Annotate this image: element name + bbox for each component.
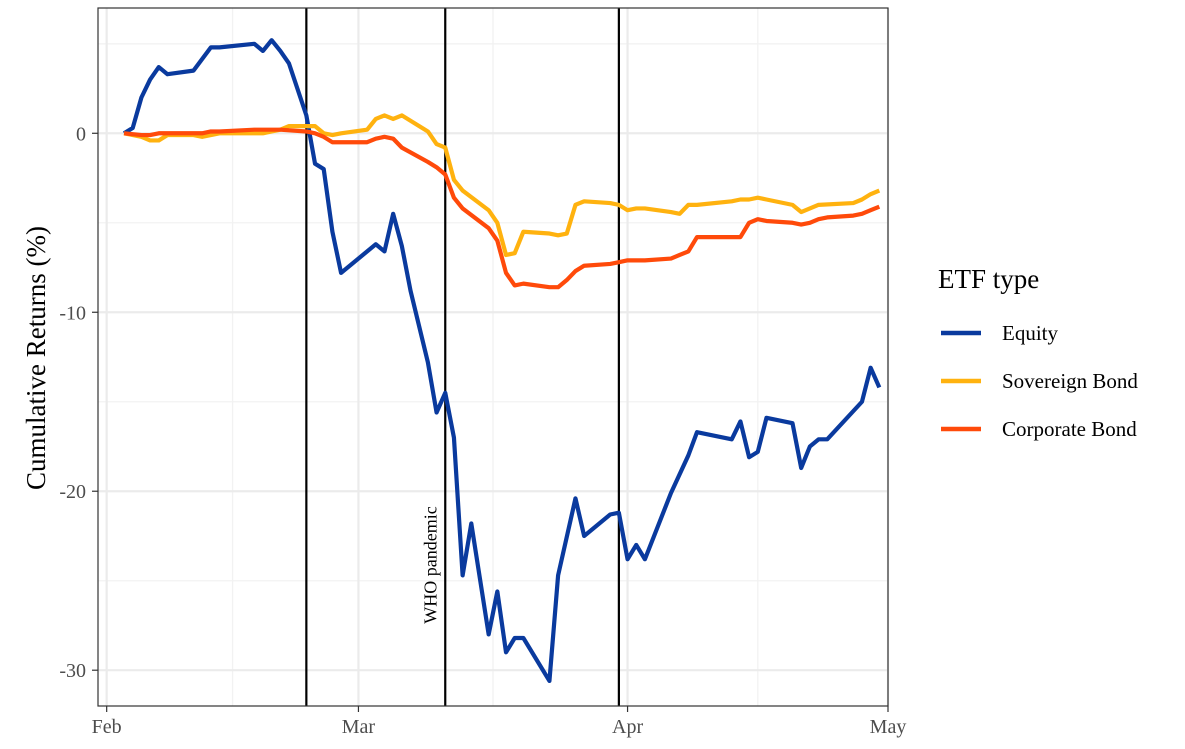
legend-items: Equity Sovereign Bond Corporate Bond xyxy=(941,321,1138,441)
grid-minor xyxy=(98,8,888,706)
legend-label: Equity xyxy=(1002,321,1058,345)
who-pandemic-annotation: WHO pandemic xyxy=(420,506,440,623)
x-axis: Feb Mar Apr May xyxy=(92,706,907,738)
annotations: WHO pandemic xyxy=(420,506,440,623)
x-tick-label: May xyxy=(870,716,907,738)
series-lines xyxy=(122,38,882,684)
x-tick-label: Apr xyxy=(612,716,643,738)
x-tick-label: Feb xyxy=(92,716,122,738)
y-tick-label: -10 xyxy=(59,302,86,324)
legend-title: ETF type xyxy=(938,264,1039,294)
y-axis-title: Cumulative Returns (%) xyxy=(21,226,51,490)
y-tick-label: -20 xyxy=(59,481,86,503)
legend: ETF type Equity Sovereign Bond Corporate B… xyxy=(938,264,1138,441)
legend-item-equity: Equity xyxy=(941,321,1058,345)
y-axis: 0 -10 -20 -30 xyxy=(59,123,98,682)
series-line-sovereign-bond xyxy=(123,113,881,258)
series-line-equity xyxy=(122,38,882,684)
legend-label: Sovereign Bond xyxy=(1002,369,1138,393)
y-tick-label: 0 xyxy=(76,123,86,145)
legend-label: Corporate Bond xyxy=(1002,417,1137,441)
x-tick-label: Mar xyxy=(342,716,376,738)
legend-item-corporate-bond: Corporate Bond xyxy=(941,417,1137,441)
panel-border xyxy=(97,7,889,707)
y-tick-label: -30 xyxy=(59,660,86,682)
legend-item-sovereign-bond: Sovereign Bond xyxy=(941,369,1138,393)
series-line-corporate-bond xyxy=(123,127,881,290)
